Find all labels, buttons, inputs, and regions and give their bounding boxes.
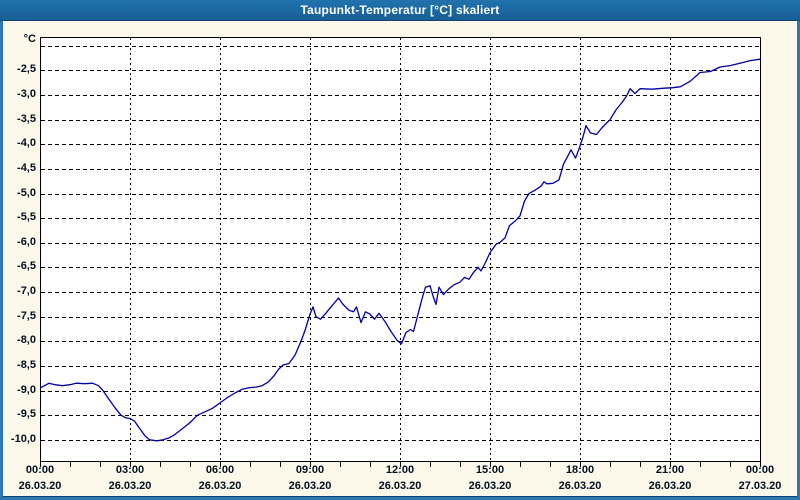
x-axis-time-label: 03:00 [115, 464, 145, 476]
x-axis-time-label: 18:00 [565, 464, 595, 476]
y-axis-label: -8,0 [17, 334, 36, 347]
x-axis-time-label: 09:00 [295, 464, 325, 476]
x-axis-date-label: 26.03.20 [558, 480, 602, 492]
y-axis-label: -7,5 [17, 309, 36, 322]
y-axis-label: -2,5 [17, 63, 36, 76]
y-axis-label: -9,0 [17, 383, 36, 396]
y-axis-label: -10,0 [10, 432, 36, 445]
x-axis-date-label: 26.03.20 [108, 480, 152, 492]
data-line [40, 58, 761, 442]
x-axis-time-label: 06:00 [205, 464, 235, 476]
plot-frame [40, 37, 761, 462]
x-axis-date-label: 26.03.20 [198, 480, 242, 492]
y-axis-label: -5,0 [17, 186, 36, 199]
x-axis-time-label: 00:00 [745, 464, 775, 476]
y-axis-label: -8,5 [17, 358, 36, 371]
y-axis-label: -4,5 [17, 161, 36, 174]
y-axis-label: -4,0 [17, 137, 36, 150]
x-axis-time-label: 21:00 [655, 464, 685, 476]
y-axis-unit-label: °C [23, 33, 36, 45]
plot-area [40, 37, 761, 467]
y-axis-label: -3,0 [17, 88, 36, 101]
x-axis-date-label: 26.03.20 [18, 480, 62, 492]
y-axis-label: -6,5 [17, 260, 36, 273]
x-axis-time-label: 00:00 [25, 464, 55, 476]
x-axis-date-label: 26.03.20 [378, 480, 422, 492]
y-axis-label: -5,5 [17, 211, 36, 224]
x-axis-time-label: 12:00 [385, 464, 415, 476]
window-title: Taupunkt-Temperatur [°C] skaliert [300, 3, 500, 17]
x-axis-time-label: 15:00 [475, 464, 505, 476]
x-axis-date-label: 26.03.20 [648, 480, 692, 492]
y-axis-label: -9,5 [17, 408, 36, 421]
x-axis-date-label: 26.03.20 [288, 480, 332, 492]
window-titlebar: Taupunkt-Temperatur [°C] skaliert [0, 0, 800, 21]
x-axis-date-label: 27.03.20 [738, 480, 782, 492]
y-axis-label: -7,0 [17, 285, 36, 298]
y-axis-label: -3,5 [17, 112, 36, 125]
y-axis-label: -6,0 [17, 235, 36, 248]
x-axis-date-label: 26.03.20 [468, 480, 512, 492]
